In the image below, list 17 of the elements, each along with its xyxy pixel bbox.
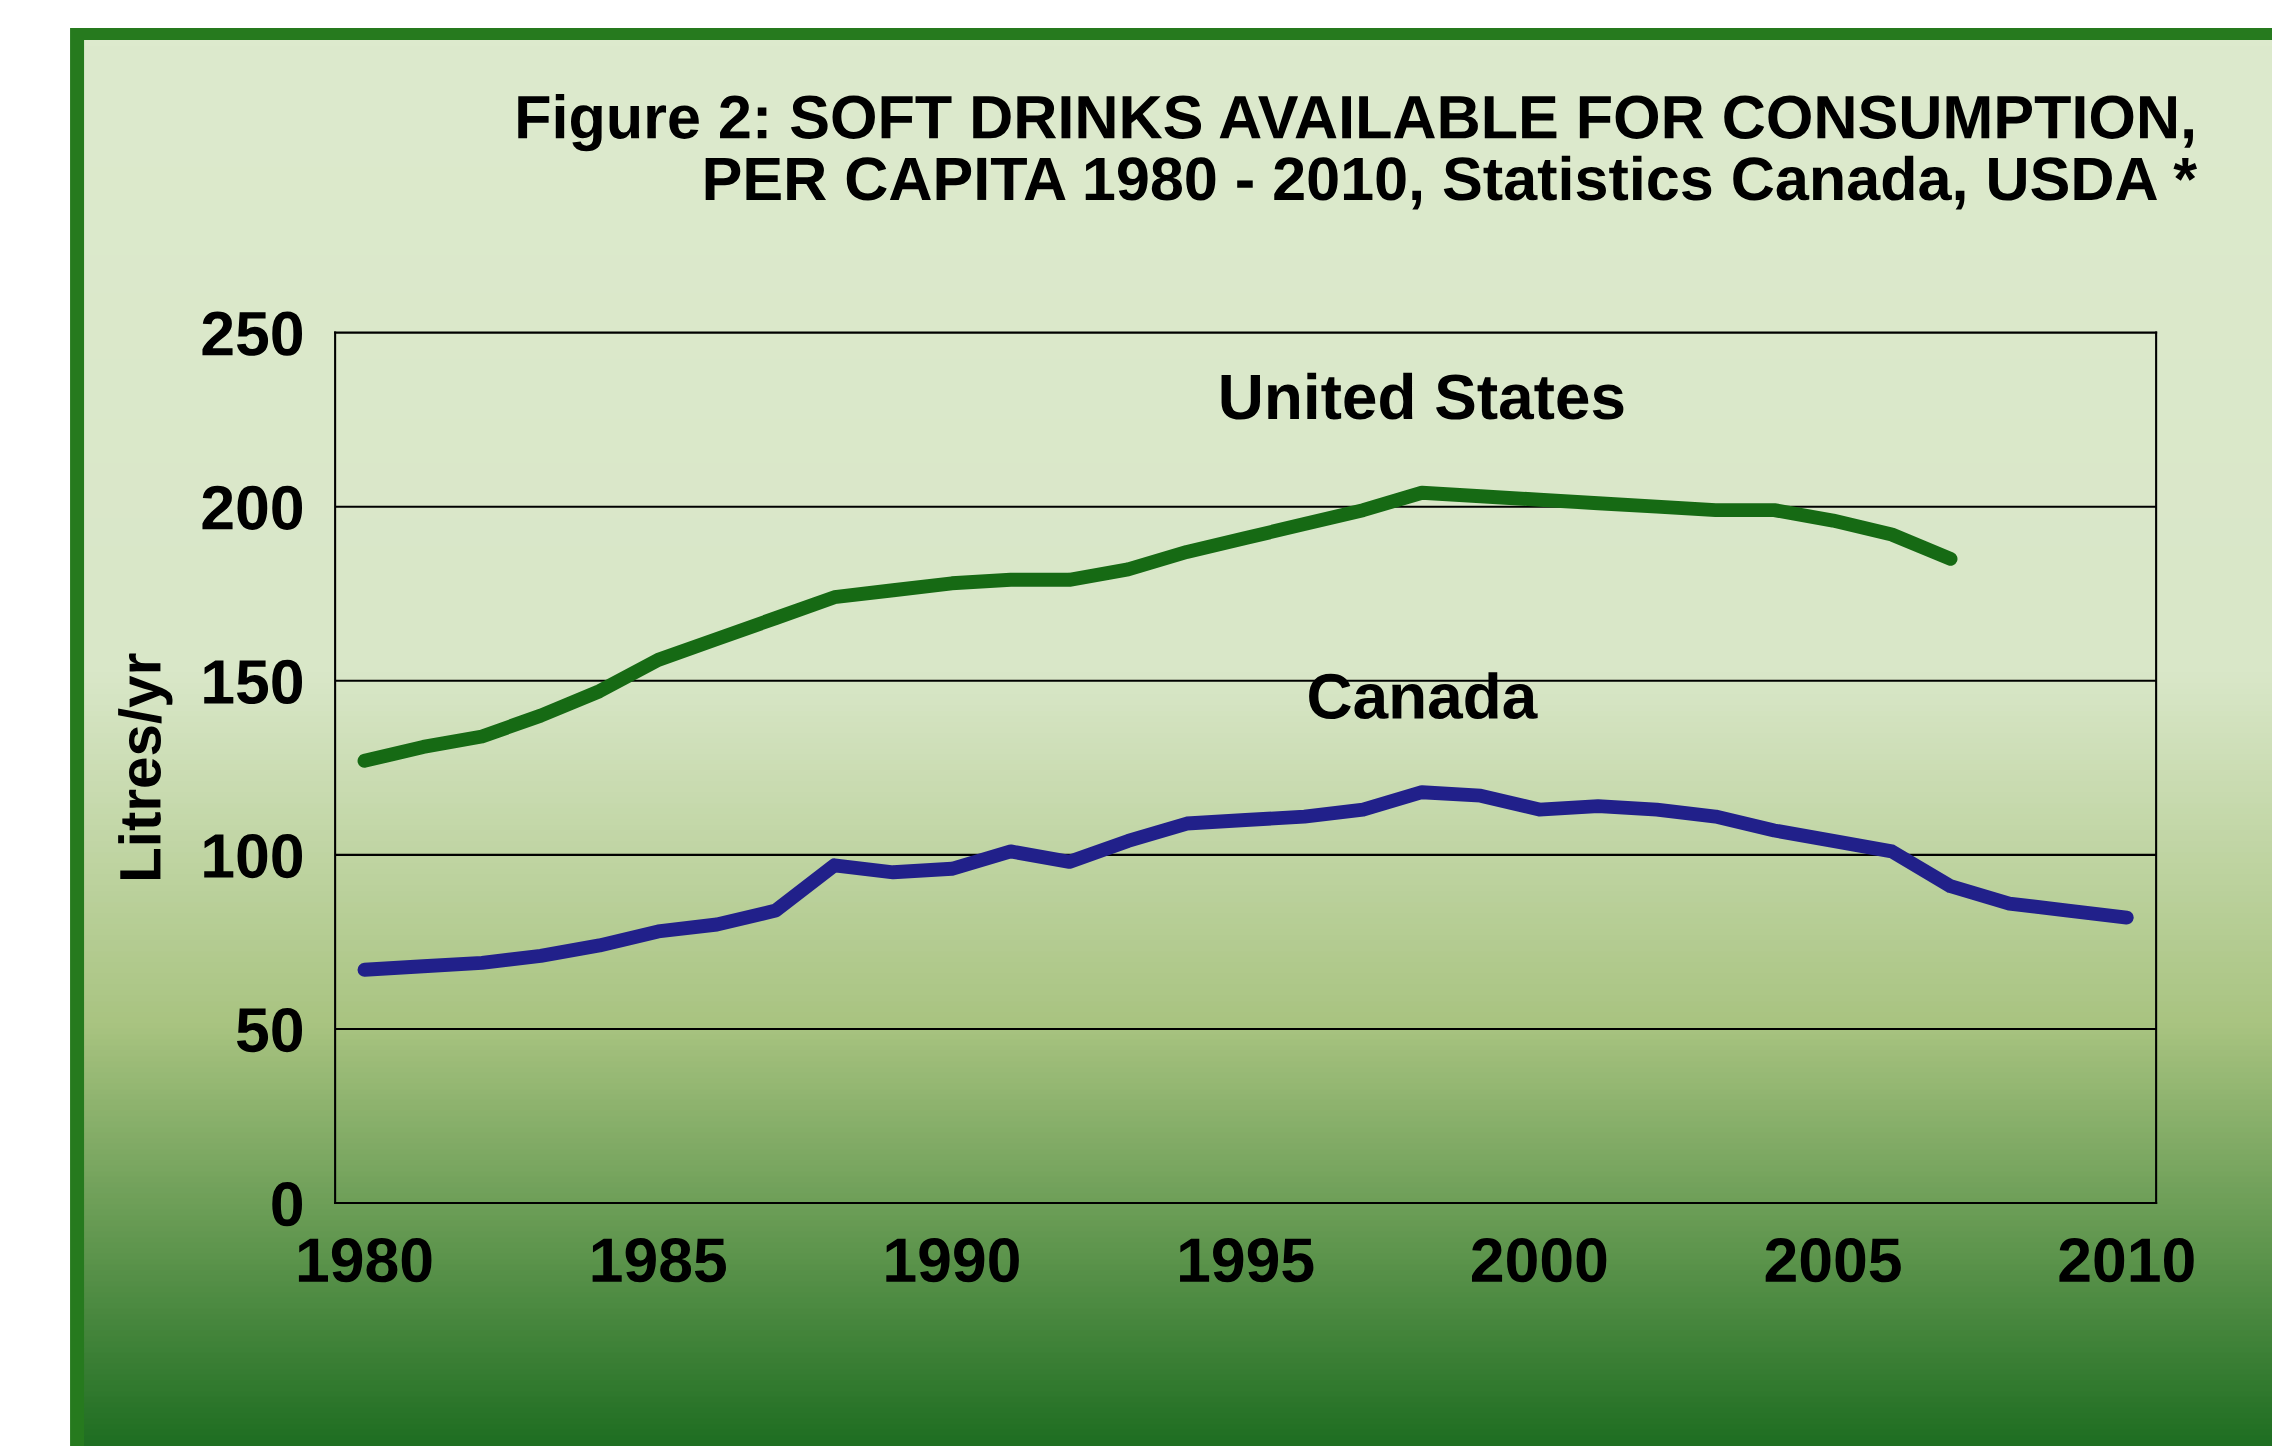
y-tick-label: 250 xyxy=(202,311,303,356)
x-tick-label: 1980 xyxy=(298,1238,432,1283)
y-tick-label: 0 xyxy=(272,1182,303,1227)
x-tick-label: 1995 xyxy=(1180,1238,1314,1283)
x-tick-label: 1985 xyxy=(592,1238,726,1283)
y-tick-label: 50 xyxy=(236,1007,303,1053)
series-label: Canada xyxy=(1309,672,1538,720)
y-tick-label: 200 xyxy=(202,485,303,530)
chart-title: Figure 2: SOFT DRINKS AVAILABLE FOR CONSUMPTION, PER CAPITA 1980 - 2010, Statistics Canada, USDA * xyxy=(518,93,2198,210)
y-axis-title: Litres/yr xyxy=(118,653,173,880)
x-tick-label: 2005 xyxy=(1765,1238,1901,1283)
y-tick-label: 150 xyxy=(204,659,303,705)
x-tick-label: 2000 xyxy=(1471,1238,1607,1283)
x-tick-label: 1990 xyxy=(886,1238,1019,1283)
x-tick-label: 2010 xyxy=(2059,1238,2194,1283)
series-label: United States xyxy=(1221,372,1624,420)
y-tick-label: 100 xyxy=(204,833,303,879)
